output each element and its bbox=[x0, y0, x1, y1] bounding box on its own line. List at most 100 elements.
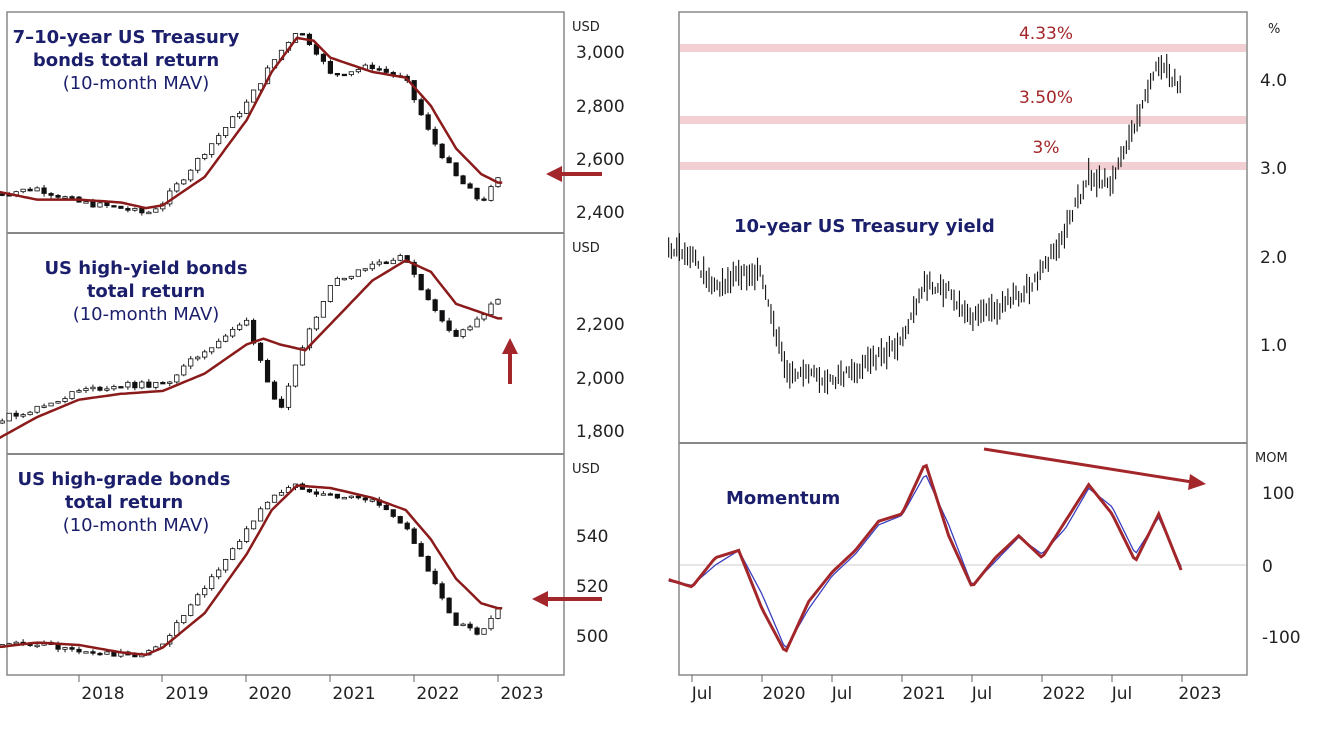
bar-body bbox=[257, 342, 264, 361]
bar-body bbox=[495, 608, 501, 619]
bar-body bbox=[432, 128, 438, 145]
bar-body bbox=[425, 114, 431, 130]
bar-body bbox=[383, 504, 389, 511]
bar-body bbox=[160, 382, 166, 385]
bar-body bbox=[216, 569, 222, 578]
bar-body bbox=[446, 157, 452, 164]
panel-title: 10-year US Treasury yield bbox=[734, 216, 995, 237]
bar-body bbox=[216, 135, 222, 145]
bar-body bbox=[264, 360, 271, 383]
bar-body bbox=[460, 623, 466, 627]
bar-body bbox=[362, 497, 368, 501]
bar-body bbox=[390, 509, 396, 517]
bar-body bbox=[334, 493, 340, 499]
bar-body bbox=[167, 381, 173, 384]
panel-title-line-2: total return bbox=[87, 281, 205, 302]
x-tick-label: 2020 bbox=[762, 684, 805, 704]
bar-body bbox=[425, 555, 431, 572]
bar-body bbox=[292, 364, 299, 387]
bar-body bbox=[250, 319, 257, 344]
moving-average-line bbox=[0, 36, 503, 210]
bar-body bbox=[320, 301, 327, 318]
x-tick-label: 2018 bbox=[81, 684, 124, 704]
high-grade-total-return-panel: US high-grade bonds total return (10-mon… bbox=[0, 462, 608, 658]
x-tick-label: Jul bbox=[831, 684, 853, 704]
bar-body bbox=[341, 73, 347, 77]
bar-body bbox=[376, 261, 382, 265]
bar-body bbox=[146, 381, 152, 388]
right-x-axis: Jul 2020 Jul 2021 Jul 2022 Jul 2023 bbox=[691, 675, 1222, 704]
bar-body bbox=[41, 405, 47, 408]
bar-body bbox=[76, 648, 82, 653]
y-tick-label: 2,600 bbox=[576, 150, 625, 170]
bar-body bbox=[188, 358, 194, 367]
bar-body bbox=[348, 275, 354, 279]
bar-body bbox=[264, 501, 271, 510]
bar-body bbox=[27, 411, 33, 416]
bar-body bbox=[369, 64, 375, 70]
bar-body bbox=[48, 193, 54, 196]
level-band bbox=[680, 116, 1246, 124]
bar-body bbox=[306, 328, 313, 349]
level-label: 3% bbox=[1033, 138, 1060, 158]
high-yield-total-return-panel: US high-yield bonds total return (10-mon… bbox=[0, 241, 625, 442]
bar-body bbox=[223, 127, 229, 136]
arrow-up-icon bbox=[502, 338, 518, 384]
bar-body bbox=[334, 72, 340, 76]
bar-body bbox=[237, 112, 243, 118]
y-tick-label: 2,400 bbox=[576, 203, 625, 223]
bar-body bbox=[411, 528, 417, 544]
bar-body bbox=[104, 202, 110, 206]
bar-body bbox=[216, 340, 222, 349]
bar-body bbox=[146, 211, 152, 215]
treasury-total-return-panel: 7–10-year US Treasury bonds total return… bbox=[0, 20, 625, 223]
y-tick-label: 500 bbox=[576, 627, 608, 647]
x-tick-label: Jul bbox=[1111, 684, 1133, 704]
bar-body bbox=[181, 615, 187, 624]
bar-body bbox=[432, 299, 438, 311]
bar-body bbox=[453, 330, 459, 337]
bar-body bbox=[369, 263, 375, 270]
bar-body bbox=[271, 494, 278, 503]
bar-body bbox=[418, 543, 424, 557]
bar-body bbox=[488, 186, 494, 201]
bar-body bbox=[474, 318, 480, 328]
bar-body bbox=[439, 310, 445, 322]
y-tick-label: 3,000 bbox=[576, 43, 625, 63]
bar-body bbox=[299, 33, 306, 36]
momentum-line bbox=[668, 463, 1183, 653]
bar-body bbox=[188, 169, 194, 181]
bar-body bbox=[320, 493, 327, 496]
unit-label: USD bbox=[572, 20, 600, 35]
bar-body bbox=[488, 618, 494, 630]
x-tick-label: 2022 bbox=[416, 684, 459, 704]
x-tick-label: 2021 bbox=[332, 684, 375, 704]
unit-label: MOM bbox=[1255, 451, 1288, 466]
left-x-axis: 2018 2019 2020 2021 2022 2023 bbox=[78, 675, 544, 704]
bar-body bbox=[460, 175, 466, 185]
bar-body bbox=[132, 654, 138, 658]
bar-body bbox=[132, 208, 138, 211]
bar-body bbox=[425, 289, 431, 301]
bar-body bbox=[467, 183, 473, 189]
bar-body bbox=[118, 205, 124, 209]
bar-body bbox=[62, 196, 68, 199]
bar-body bbox=[243, 101, 250, 114]
y-tick-label: 2,800 bbox=[576, 97, 625, 117]
bar-body bbox=[13, 412, 19, 417]
bar-body bbox=[481, 628, 487, 635]
bar-body bbox=[348, 495, 354, 499]
bar-body bbox=[397, 516, 403, 524]
bar-body bbox=[202, 588, 208, 596]
x-tick-label: Jul bbox=[691, 684, 713, 704]
bar-body bbox=[69, 196, 75, 199]
bar-body bbox=[327, 285, 334, 302]
level-band bbox=[680, 44, 1246, 52]
x-tick-label: 2023 bbox=[1178, 684, 1221, 704]
bar-body bbox=[474, 187, 480, 200]
bar-body bbox=[271, 381, 278, 400]
x-tick-label: Jul bbox=[971, 684, 993, 704]
bar-body bbox=[76, 390, 82, 393]
bar-body bbox=[285, 385, 292, 408]
bar-body bbox=[209, 576, 215, 589]
